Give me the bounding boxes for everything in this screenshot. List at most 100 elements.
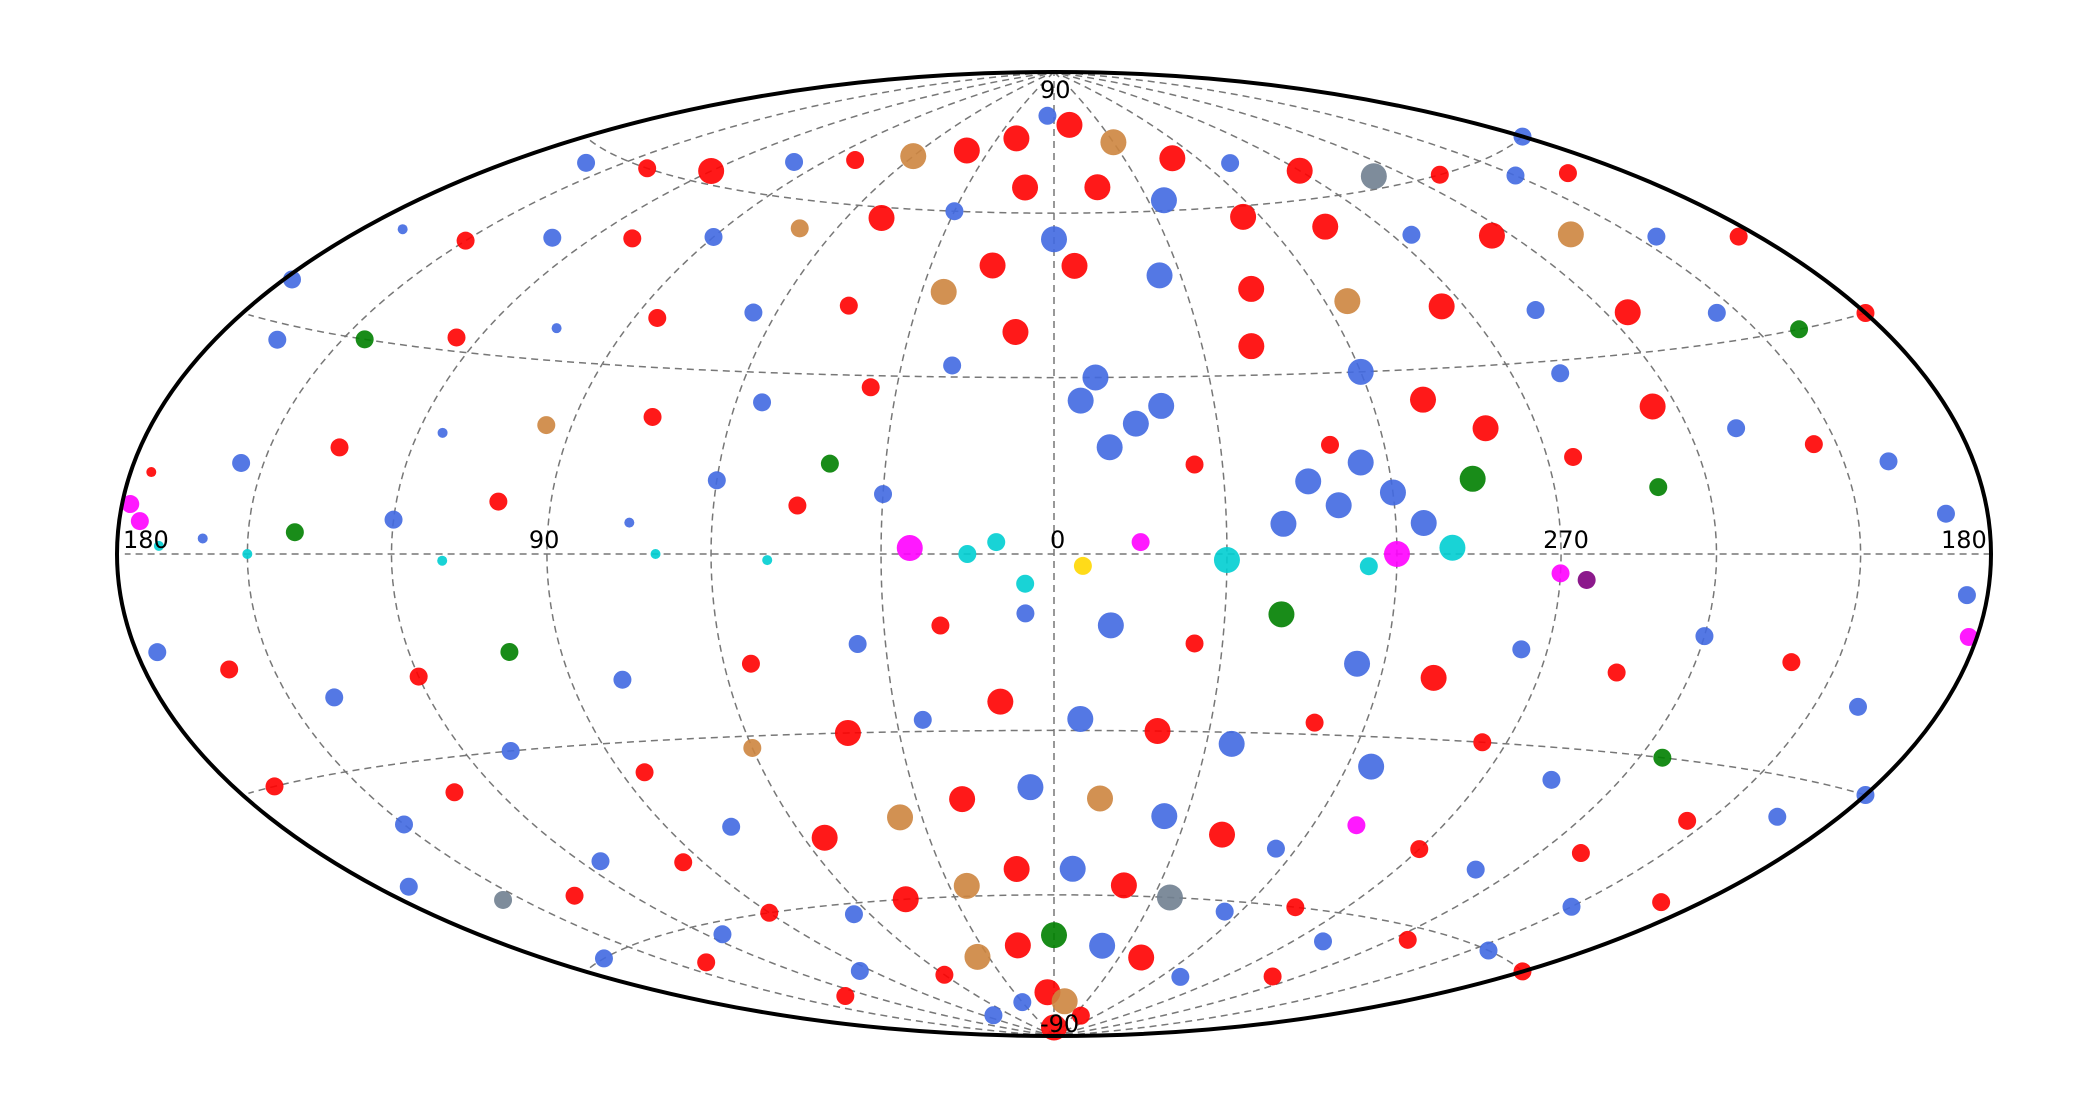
data-point	[265, 777, 284, 796]
data-point	[1790, 320, 1809, 339]
data-point	[1185, 455, 1204, 474]
data-point	[1087, 785, 1114, 812]
y-tick-label: -90	[1040, 1010, 1079, 1038]
data-point	[624, 517, 635, 528]
data-point	[820, 454, 839, 473]
data-point	[1558, 164, 1577, 183]
data-point	[220, 660, 239, 679]
data-point	[638, 159, 657, 178]
data-point	[1410, 510, 1437, 537]
data-point	[1110, 872, 1137, 899]
data-point	[613, 670, 632, 689]
data-point	[722, 817, 741, 836]
data-point	[1652, 893, 1671, 912]
data-point	[1347, 449, 1374, 476]
x-tick-label: 0	[1050, 526, 1065, 554]
data-point	[1557, 221, 1584, 248]
data-point	[501, 741, 520, 760]
data-point	[623, 229, 642, 248]
data-point	[1571, 844, 1590, 863]
data-point	[762, 555, 773, 566]
data-point	[1002, 318, 1029, 345]
data-point	[489, 492, 508, 511]
data-point	[437, 555, 448, 566]
data-point	[1017, 774, 1044, 801]
data-point	[760, 903, 779, 922]
data-point	[1957, 586, 1976, 605]
data-point	[1218, 730, 1245, 757]
data-point	[1479, 941, 1498, 960]
data-point	[1230, 203, 1257, 230]
data-point	[268, 330, 287, 349]
data-point	[1383, 541, 1410, 567]
data-point	[1266, 839, 1285, 858]
x-tick-label: 90	[529, 526, 560, 554]
data-point	[1639, 393, 1666, 420]
data-point	[1238, 275, 1265, 302]
data-point	[325, 688, 344, 707]
data-point	[146, 467, 157, 478]
data-point	[1270, 510, 1297, 537]
data-point	[900, 143, 927, 170]
data-point	[1358, 753, 1385, 780]
data-point	[1305, 713, 1324, 732]
data-point	[1402, 225, 1421, 244]
data-point	[399, 877, 418, 896]
data-point	[1061, 252, 1088, 279]
data-point	[1089, 932, 1116, 959]
data-point	[1347, 816, 1366, 835]
data-point	[447, 328, 466, 347]
data-point	[1051, 988, 1078, 1015]
data-point	[232, 453, 251, 472]
data-point	[1848, 697, 1867, 716]
data-point	[1727, 419, 1746, 438]
data-point	[979, 252, 1006, 279]
data-point	[1466, 860, 1485, 879]
data-point	[1209, 821, 1236, 848]
data-point	[848, 635, 867, 654]
data-point	[650, 549, 661, 559]
parallel-line	[248, 312, 1866, 379]
data-point	[1551, 564, 1570, 583]
data-point	[1678, 811, 1697, 830]
data-point	[1695, 627, 1714, 646]
data-point	[811, 824, 838, 851]
data-point	[1314, 932, 1333, 951]
x-tick-label: 180	[123, 526, 169, 554]
data-point	[1649, 478, 1668, 497]
meridian-line	[546, 71, 1055, 1037]
data-point	[1410, 840, 1429, 859]
data-point	[591, 852, 610, 871]
data-point	[788, 496, 807, 515]
data-point	[121, 495, 140, 514]
data-point	[930, 278, 957, 305]
data-point	[1379, 479, 1406, 506]
data-point	[836, 987, 855, 1006]
data-point	[1653, 748, 1672, 767]
data-point	[850, 961, 869, 980]
data-point	[1562, 897, 1581, 916]
data-point	[1056, 111, 1083, 138]
data-point	[1213, 546, 1240, 573]
data-point	[1122, 410, 1149, 437]
data-point	[1286, 898, 1305, 917]
data-point	[987, 688, 1014, 715]
data-point	[834, 719, 861, 746]
data-point	[1096, 434, 1123, 461]
data-point	[844, 905, 863, 924]
data-point	[445, 783, 464, 802]
data-point	[984, 1006, 1003, 1025]
data-point	[1150, 187, 1177, 214]
data-point	[1185, 634, 1204, 653]
data-point	[1067, 387, 1094, 414]
data-point	[1038, 106, 1057, 125]
data-point	[945, 202, 964, 221]
data-point	[1238, 333, 1265, 360]
x-tick-label: 180	[1941, 526, 1987, 554]
data-point	[1312, 213, 1339, 240]
data-point	[494, 890, 513, 909]
data-point	[1084, 174, 1111, 201]
data-point	[1782, 653, 1801, 672]
data-point	[384, 510, 403, 529]
